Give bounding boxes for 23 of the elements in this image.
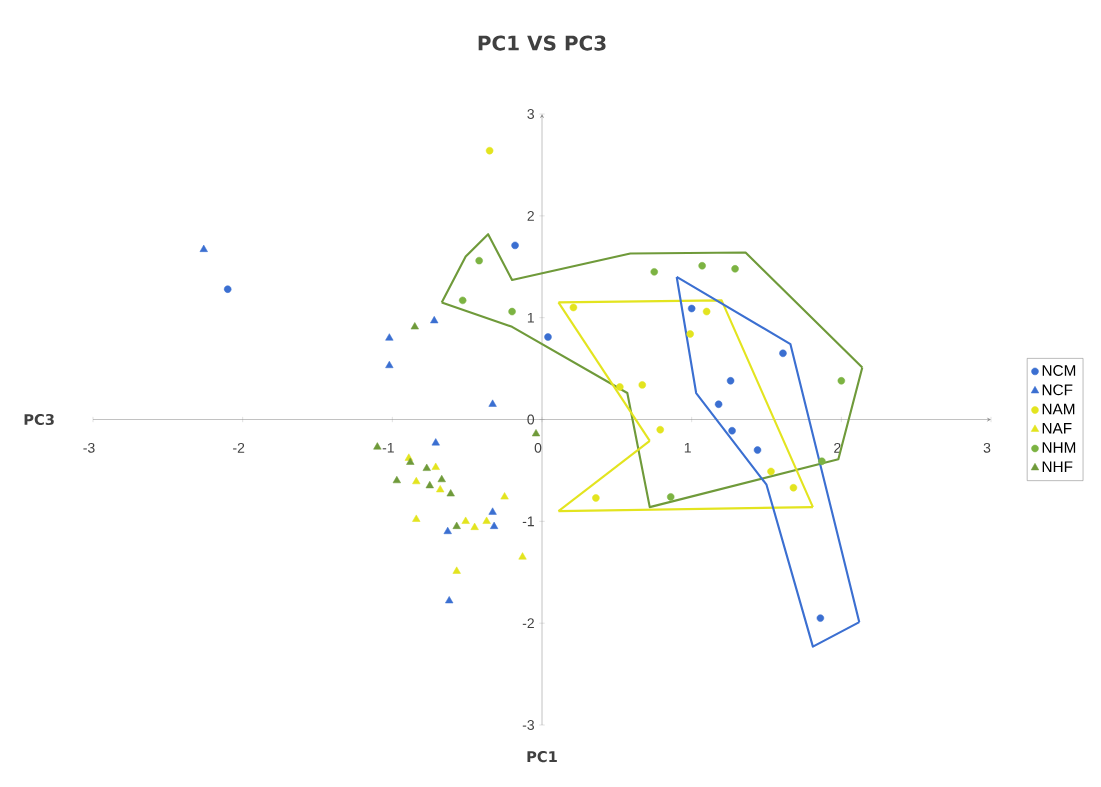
y-tick-label: -3 — [522, 720, 535, 730]
x-tick-label: -1 — [382, 442, 394, 453]
y-tick-label: 2 — [527, 210, 534, 221]
x-tick-label: -3 — [83, 442, 95, 453]
legend-label: NCM — [1042, 365, 1076, 376]
x-tick-label: 0 — [534, 442, 542, 453]
y-axis-title: PC3 — [24, 413, 54, 426]
x-tick-label: 3 — [983, 442, 991, 453]
legend-label: NHM — [1042, 442, 1076, 453]
y-tick-label: 0 — [527, 414, 535, 425]
y-tick-label: 3 — [527, 109, 535, 119]
x-tick-label: 1 — [684, 442, 691, 453]
x-axis-title: PC1 — [527, 751, 557, 763]
y-tick-label: -2 — [522, 618, 534, 629]
chart-title: PC1 VS PC3 — [478, 35, 606, 51]
legend-label: NCF — [1042, 384, 1073, 396]
x-tick-label: -2 — [233, 442, 245, 453]
legend-label: NAF — [1042, 423, 1072, 434]
y-tick-label: -1 — [522, 516, 534, 527]
y-tick-label: 1 — [527, 312, 534, 323]
x-tick-label: 2 — [834, 442, 841, 453]
legend-label: NAM — [1042, 403, 1075, 415]
legend-label: NHF — [1042, 461, 1073, 472]
